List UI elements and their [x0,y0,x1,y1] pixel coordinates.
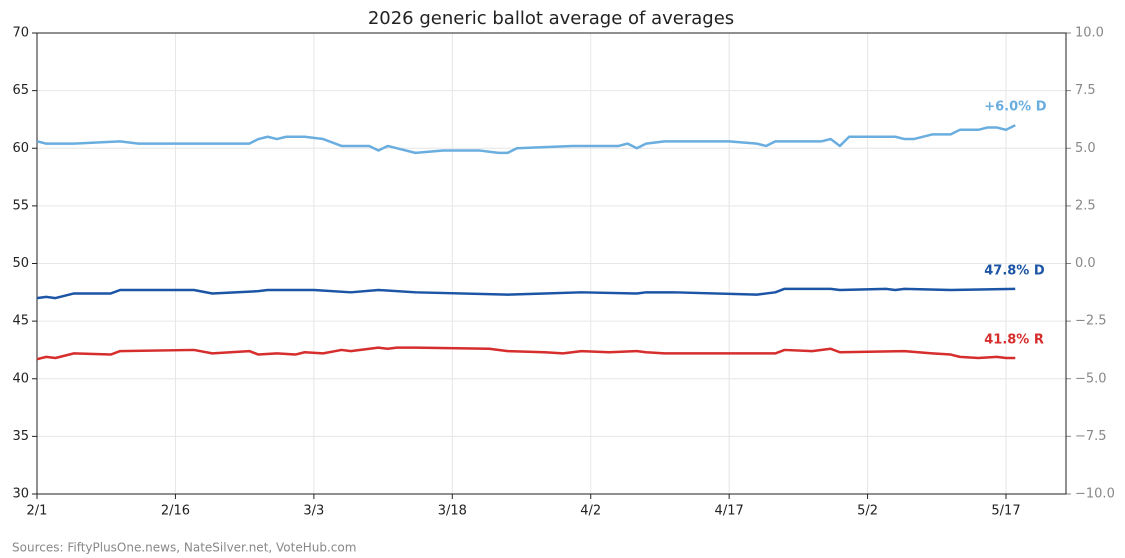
y-tick-label: 45 [12,314,29,329]
y-tick-label: 55 [12,198,29,213]
y2-tick-label: 5.0 [1075,141,1096,156]
y2-tick-label: −10.0 [1075,487,1115,502]
end-label: 41.8% R [984,333,1044,348]
y-tick-label: 35 [12,429,29,444]
y-tick-label: 50 [12,256,29,271]
series-line [36,346,1016,361]
y2-tick-label: −2.5 [1075,314,1107,329]
x-tick-label: 4/17 [715,504,744,519]
y2-tick-label: −5.0 [1075,371,1107,386]
series-line [36,287,1016,300]
end-label: +6.0% D [984,100,1046,115]
source-note: Sources: FiftyPlusOne.news, NateSilver.n… [12,541,356,555]
x-tick-label: 2/1 [27,504,48,519]
y-tick-label: 70 [12,26,29,41]
x-tick-label: 2/16 [161,504,190,519]
x-tick-label: 4/2 [580,504,601,519]
x-tick-label: 3/3 [303,504,324,519]
y-tick-label: 40 [12,371,29,386]
end-label: 47.8% D [984,263,1045,278]
y2-tick-label: 0.0 [1075,256,1096,271]
x-tick-label: 3/18 [438,504,467,519]
chart-title: 2026 generic ballot average of averages [368,8,734,29]
y-tick-label: 30 [12,487,29,502]
y2-tick-label: 10.0 [1075,26,1104,41]
y-tick-label: 65 [12,83,29,98]
y2-tick-label: 7.5 [1075,83,1096,98]
x-tick-label: 5/17 [991,504,1020,519]
y2-tick-label: −7.5 [1075,429,1107,444]
y2-tick-label: 2.5 [1075,198,1096,213]
y-tick-label: 60 [12,141,29,156]
x-tick-label: 5/2 [857,504,878,519]
plot-frame [36,32,1067,495]
series-line [36,124,1016,155]
